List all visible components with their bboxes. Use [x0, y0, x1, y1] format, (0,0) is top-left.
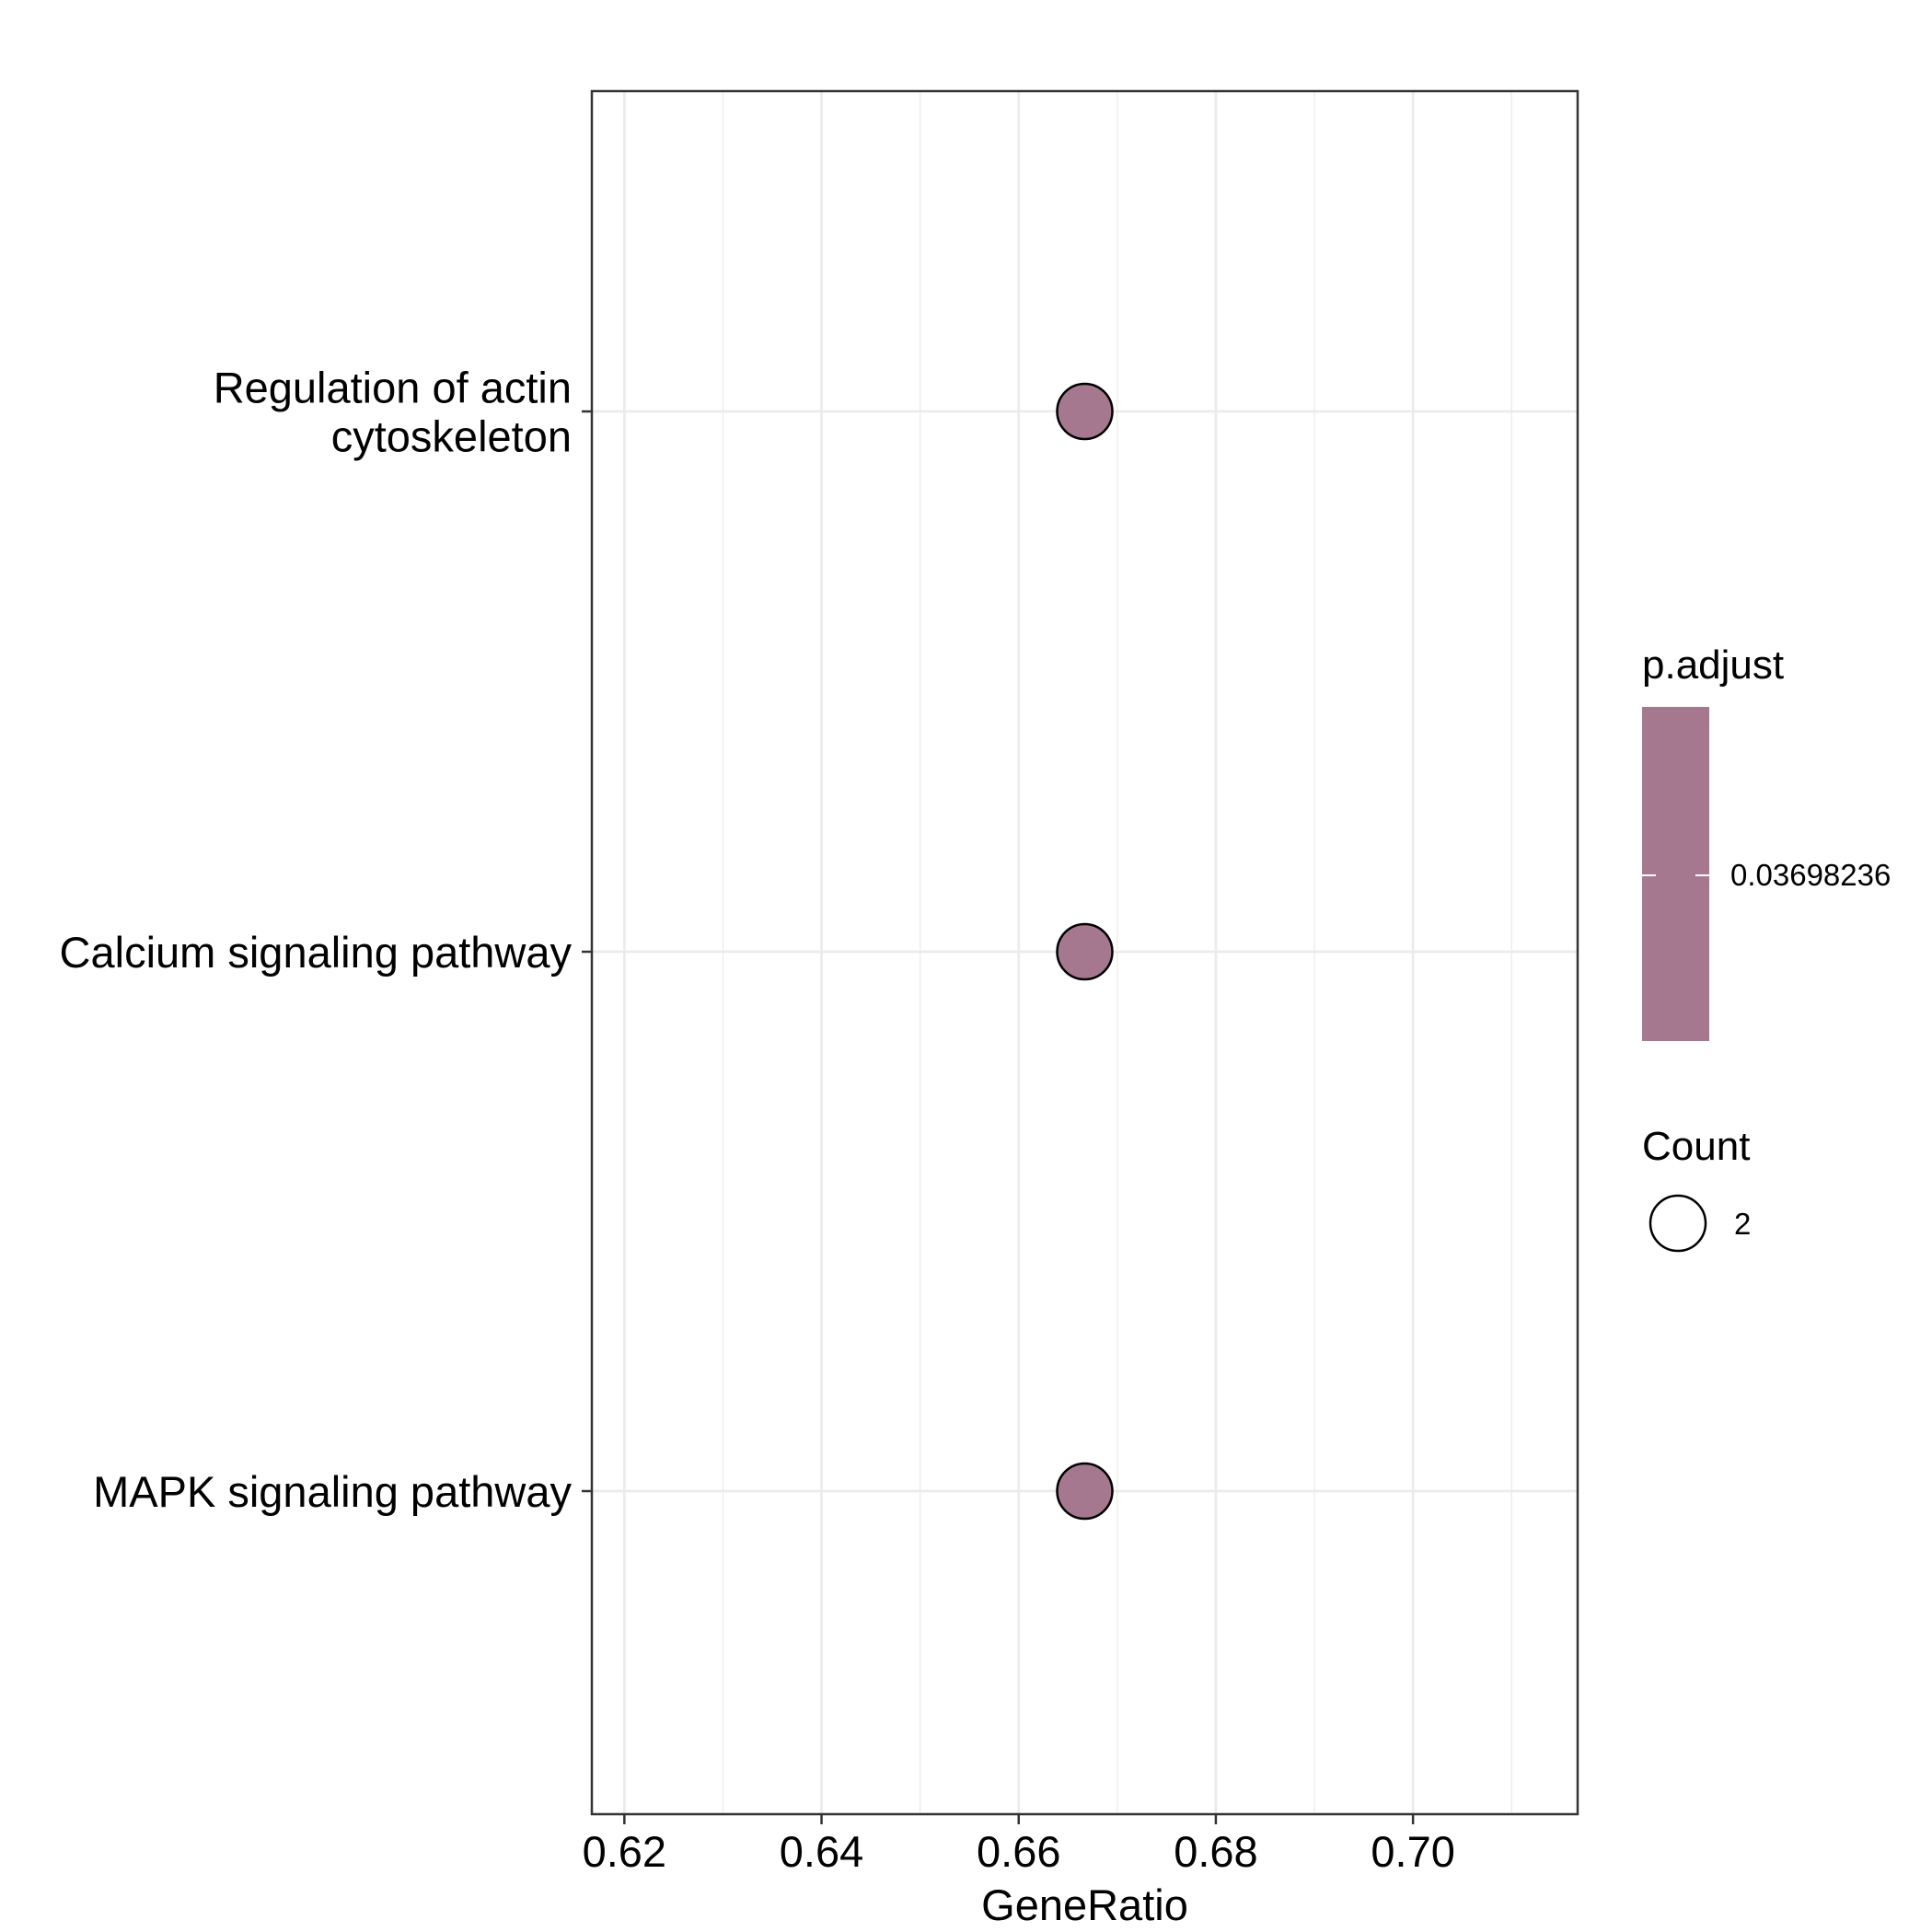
x-tick-label: 0.66 [977, 1827, 1060, 1876]
x-tick-label: 0.68 [1174, 1827, 1257, 1876]
data-point [1056, 922, 1114, 981]
axes: 0.62 0.64 0.66 0.68 0.70 GeneRatio Regulation … [60, 364, 1455, 1930]
x-tick-label: 0.64 [780, 1827, 863, 1876]
x-tick-label: 0.70 [1371, 1827, 1454, 1876]
size-legend-circle [1649, 1194, 1707, 1253]
x-tick-label: 0.62 [583, 1827, 666, 1876]
color-legend-bar [1642, 707, 1709, 1041]
data-point [1056, 382, 1114, 441]
color-legend-label: 0.03698236 [1730, 858, 1891, 892]
y-category-label: MAPK signaling pathway [93, 1467, 572, 1516]
x-axis-title: GeneRatio [981, 1880, 1188, 1929]
legend: p.adjust 0.03698236 Count 2 [1642, 642, 1891, 1253]
size-legend-label: 2 [1734, 1207, 1751, 1241]
y-category-label: Calcium signaling pathway [60, 928, 573, 977]
size-legend-title: Count [1642, 1124, 1750, 1169]
color-legend-title: p.adjust [1642, 642, 1784, 688]
y-category-label: Regulation of actin cytoskeleton [214, 364, 572, 461]
plot-area [590, 89, 1579, 1816]
data-point [1056, 1462, 1114, 1521]
